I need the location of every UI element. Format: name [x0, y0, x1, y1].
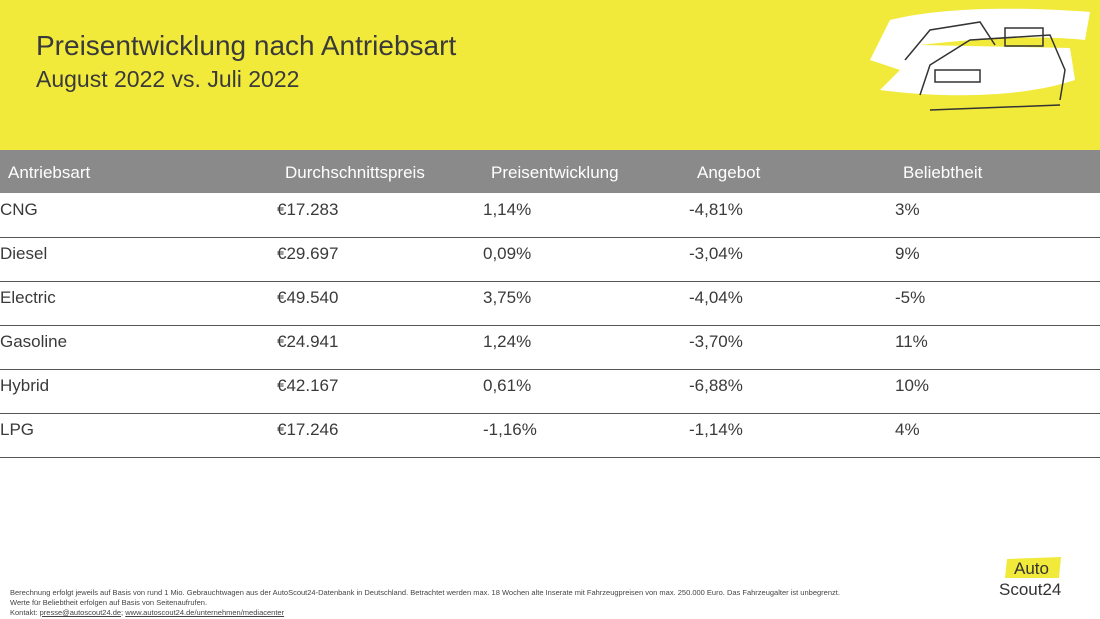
separator: ;	[121, 608, 124, 617]
title: Preisentwicklung nach Antriebsart	[36, 30, 457, 61]
table-cell: LPG	[0, 420, 35, 439]
website-link[interactable]: www.autoscout24.de/unternehmen/mediacent…	[125, 608, 285, 617]
table-cell: Diesel	[0, 244, 48, 263]
footnote-line: Berechnung erfolgt jeweils auf Basis von…	[10, 588, 840, 597]
car-illustration	[870, 8, 1090, 111]
table-cell: 11%	[895, 332, 928, 351]
table-cell: -4,81%	[689, 200, 743, 219]
table-cell: -3,04%	[689, 244, 743, 263]
table-cell: 1,24%	[483, 332, 532, 351]
table-cell: -1,16%	[483, 420, 537, 439]
table-cell: 3%	[895, 200, 920, 219]
column-header: Antriebsart	[8, 163, 91, 182]
table-cell: Electric	[0, 288, 56, 307]
logo-text: Scout24	[999, 580, 1061, 599]
row-divider	[0, 369, 1100, 370]
table-cell: -3,70%	[689, 332, 743, 351]
row-divider	[0, 237, 1100, 238]
subtitle: August 2022 vs. Juli 2022	[36, 66, 300, 92]
table-cell: 10%	[895, 376, 930, 395]
logo-text: Auto	[1014, 559, 1049, 578]
table-cell: €24.941	[277, 332, 339, 351]
footnote: Berechnung erfolgt jeweils auf Basis von…	[10, 588, 840, 618]
table-cell: 0,61%	[483, 376, 532, 395]
table-cell: -1,14%	[689, 420, 743, 439]
row-divider	[0, 281, 1100, 282]
column-header: Angebot	[697, 163, 761, 182]
column-header: Beliebtheit	[903, 163, 983, 182]
table-header: Antriebsart Durchschnittspreis Preisentwic…	[0, 150, 1100, 193]
table-cell: -4,04%	[689, 288, 743, 307]
table-cell: CNG	[0, 200, 38, 219]
table-cell: -5%	[895, 288, 926, 307]
logo: Auto Scout24	[999, 557, 1061, 599]
table-cell: €17.246	[277, 420, 339, 439]
table-cell: €49.540	[277, 288, 339, 307]
table-cell: €17.283	[277, 200, 339, 219]
contact: Kontakt: presse@autoscout24.de; www.auto…	[10, 608, 840, 618]
row-divider	[0, 413, 1100, 414]
header-band: Preisentwicklung nach Antriebsart August…	[0, 0, 1100, 150]
table-cell: €29.697	[277, 244, 339, 263]
row-divider	[0, 325, 1100, 326]
column-header: Preisentwicklung	[491, 163, 619, 182]
contact-label: Kontakt:	[10, 608, 38, 617]
table-cell: 1,14%	[483, 200, 532, 219]
table-cell: -6,88%	[689, 376, 743, 395]
email-link[interactable]: presse@autoscout24.de	[39, 608, 122, 617]
footnote-line: Werte für Beliebtheit erfolgen auf Basis…	[10, 598, 208, 607]
table-cell: 0,09%	[483, 244, 532, 263]
column-header: Durchschnittspreis	[285, 163, 425, 182]
table-cell: Hybrid	[0, 376, 50, 395]
table-cell: 9%	[895, 244, 920, 263]
table-cell: Gasoline	[0, 332, 68, 351]
table-cell: €42.167	[277, 376, 339, 395]
table-cell: 3,75%	[483, 288, 532, 307]
table-cell: 4%	[895, 420, 920, 439]
row-divider	[0, 457, 1100, 458]
